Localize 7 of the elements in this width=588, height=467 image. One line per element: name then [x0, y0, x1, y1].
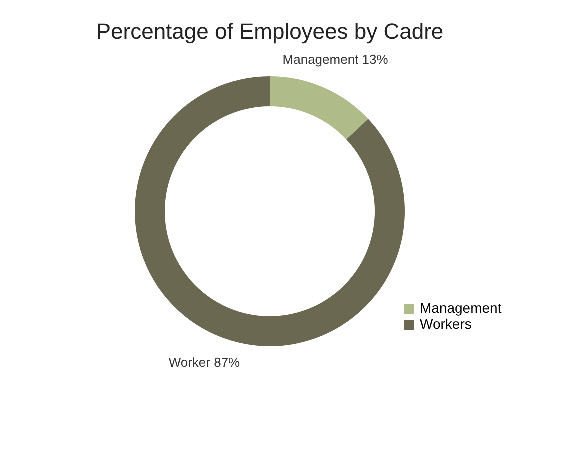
data-label: Management 13%	[282, 52, 389, 68]
data-label: Worker 87%	[168, 354, 241, 370]
donut-slice	[135, 76, 405, 346]
chart-title: Percentage of Employees by Cadre	[96, 19, 444, 44]
legend-label: Management	[420, 300, 502, 316]
legend-label: Workers	[420, 316, 472, 332]
donut-slice	[270, 76, 368, 140]
